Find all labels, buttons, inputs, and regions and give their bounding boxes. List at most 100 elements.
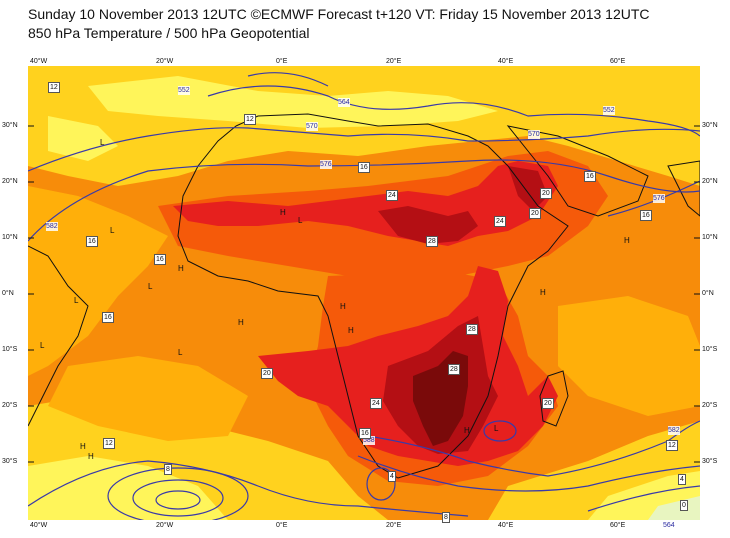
temp-label: 16 [154,254,166,265]
temp-label: 28 [426,236,438,247]
madagascar-coastline [539,370,569,427]
contour-label: 582 [46,222,58,231]
temp-label: 28 [466,324,478,335]
pressure-mark: L [298,216,303,225]
contour-label: 582 [668,426,680,435]
field-subtitle: 850 hPa Temperature / 500 hPa Geopotenti… [28,25,310,41]
lat-ticks-left: 30°N 20°N 10°N 0°N 10°S 20°S 30°S [2,66,28,520]
geopotential-contours [27,72,701,525]
orange-zone-west [28,186,168,376]
lon-tick: 20°W [156,522,174,529]
temp-label: 16 [358,162,370,173]
temp-label: 4 [388,471,396,482]
forecast-map: 40°W 20°W 0°E 20°E 40°E 60°E 40°W 20°W 0… [2,58,718,530]
pressure-mark: H [540,288,546,297]
pressure-mark: L [178,348,183,357]
lat-tick: 10°S [702,346,718,353]
temp-label: 20 [529,208,541,219]
temp-label: 20 [261,368,273,379]
lat-tick: 10°N [2,234,18,241]
pressure-mark: H [348,326,354,335]
contour-label: 564 [663,521,675,530]
temp-label: 20 [540,188,552,199]
temp-label: 20 [542,398,554,409]
contour-570 [27,127,701,172]
contour-582-east [607,180,701,217]
graticule-ticks [28,125,700,463]
lat-tick: 20°N [702,178,718,185]
lon-tick: 40°W [30,58,48,65]
pressure-mark: L [74,296,79,305]
lat-tick: 0°N [2,290,14,297]
cool-zone-south [28,456,228,520]
lat-tick: 30°S [2,458,18,465]
temp-label: 12 [48,82,60,93]
temp-label: 16 [86,236,98,247]
pressure-marks: L L L L L L H H H H H H H H L H H L [28,66,700,520]
lat-tick: 20°S [702,402,718,409]
contour-564-southeast [587,485,701,512]
contour-label: 552 [178,86,190,95]
temp-label: 0 [680,500,688,511]
pressure-mark: L [494,424,499,433]
lat-tick: 10°N [702,234,718,241]
lat-tick: 20°S [2,402,18,409]
pressure-mark: H [178,264,184,273]
contour-ring-south [366,467,396,501]
contour-label: 588 [363,436,375,445]
temperature-labels: 12 12 12 16 16 16 16 16 20 20 20 24 24 2… [28,66,700,523]
pressure-mark: L [100,138,105,147]
forecast-title: Sunday 10 November 2013 12UTC ©ECMWF For… [28,6,650,22]
lat-tick: 0°N [702,290,714,297]
lon-tick: 0°E [276,58,288,65]
contour-label: 570 [528,130,540,139]
contour-cutoff-low-inner [132,479,224,517]
pressure-mark: H [280,208,286,217]
lon-tick: 60°E [610,522,626,529]
lat-tick: 30°S [702,458,718,465]
contour-cutoff-low-core [155,490,201,510]
lon-ticks-top: 40°W 20°W 0°E 20°E 40°E 60°E [28,58,700,68]
lat-tick: 20°N [2,178,18,185]
south-america-coastline [27,245,89,427]
contour-588-south [367,420,701,477]
temp-label: 24 [494,216,506,227]
pressure-mark: L [40,341,45,350]
contour-high-madagascar [483,420,517,442]
contour-label: 576 [653,194,665,203]
temp-label: 16 [359,428,371,439]
pressure-mark: L [110,226,115,235]
temp-label: 16 [640,210,652,221]
temp-label: 12 [666,440,678,451]
temp-label: 28 [448,364,460,375]
lon-tick: 40°E [498,58,514,65]
extreme-hot-horn [508,166,548,211]
temp-label: 8 [164,464,172,475]
lon-ticks-bottom: 40°W 20°W 0°E 20°E 40°E 60°E [28,522,700,532]
orange-zone-ocean [48,356,248,441]
contour-label: 570 [306,122,318,131]
contour-576-south [357,455,701,492]
contour-label: 564 [338,98,350,107]
temp-label: 12 [103,438,115,449]
arabia-coastline [506,125,649,217]
contour-552-north [207,85,701,137]
contour-polar-west [247,72,329,87]
contour-564-south [27,460,469,517]
contour-label: 576 [320,160,332,169]
temp-label: 16 [102,312,114,323]
contour-label: 552 [603,106,615,115]
lat-ticks-right: 30°N 20°N 10°N 0°N 10°S 20°S 30°S [702,66,728,520]
pressure-mark: H [624,236,630,245]
light-yellow-zone [88,76,498,128]
pressure-mark: L [148,282,153,291]
lon-tick: 60°E [610,58,626,65]
africa-coastline [177,113,569,479]
temp-label: 16 [584,171,596,182]
temp-label: 8 [442,512,450,523]
pressure-mark: H [340,302,346,311]
lon-tick: 0°E [276,522,288,529]
lat-tick: 30°N [2,122,18,129]
pressure-mark: H [238,318,244,327]
lon-tick: 20°E [386,522,402,529]
